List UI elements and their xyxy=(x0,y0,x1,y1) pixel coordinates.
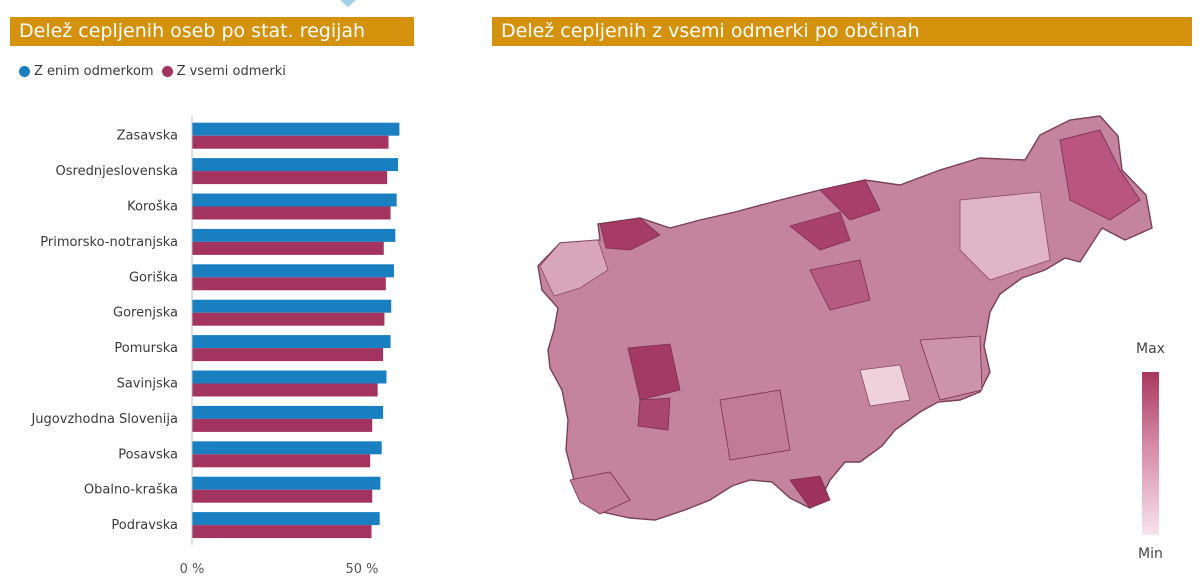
category-label: Pomurska xyxy=(114,341,178,356)
x-tick-label: 50 % xyxy=(345,562,378,577)
bar-one-dose[interactable] xyxy=(192,405,384,419)
municipality-region-east[interactable] xyxy=(1059,129,1141,221)
right-panel-title: Delež cepljenih z vsemi odmerki po občin… xyxy=(492,17,1192,46)
bar-all-doses[interactable] xyxy=(192,525,372,539)
bar-one-dose[interactable] xyxy=(192,193,397,207)
municipality-region-dolenjska[interactable] xyxy=(719,389,791,461)
bar-all-doses[interactable] xyxy=(192,312,385,326)
municipality-region-north[interactable] xyxy=(819,179,881,221)
municipality-region-styria-light[interactable] xyxy=(959,191,1051,281)
municipality-region-kranj-area[interactable] xyxy=(789,211,851,251)
bar-chart-legend: Z enim odmerkom Z vsemi odmerki xyxy=(19,64,294,79)
category-label: Savinjska xyxy=(117,377,178,392)
category-label: Goriška xyxy=(129,270,178,285)
municipality-choropleth-map xyxy=(537,115,1153,521)
municipality-region-pivka[interactable] xyxy=(637,397,671,431)
bar-all-doses[interactable] xyxy=(192,383,378,397)
category-label: Posavska xyxy=(118,447,178,462)
bar-one-dose[interactable] xyxy=(192,228,396,242)
bar-one-dose[interactable] xyxy=(192,122,400,136)
municipality-region-nw-light[interactable] xyxy=(539,239,609,297)
bar-one-dose[interactable] xyxy=(192,264,394,278)
bar-all-doses[interactable] xyxy=(192,135,389,149)
legend-item-one-dose[interactable]: Z enim odmerkom xyxy=(19,64,154,79)
bar-one-dose[interactable] xyxy=(192,370,387,384)
selection-indicator xyxy=(340,0,356,7)
bar-all-doses[interactable] xyxy=(192,348,384,362)
color-scale-min-label: Min xyxy=(1138,546,1163,562)
category-label: Zasavska xyxy=(117,129,178,144)
bar-one-dose[interactable] xyxy=(192,335,391,349)
category-label: Koroška xyxy=(127,200,178,215)
bar-all-doses[interactable] xyxy=(192,418,373,432)
category-label: Primorsko-notranjska xyxy=(40,235,178,250)
bar-all-doses[interactable] xyxy=(192,489,373,503)
legend-label-one-dose: Z enim odmerkom xyxy=(34,64,154,79)
municipality-region-notranjska[interactable] xyxy=(627,343,681,401)
country-outline xyxy=(537,115,1153,521)
municipality-region-posavje[interactable] xyxy=(919,335,983,401)
bar-one-dose[interactable] xyxy=(192,441,382,455)
municipality-regions xyxy=(539,129,1141,515)
bar-all-doses[interactable] xyxy=(192,206,391,220)
municipality-region-coast[interactable] xyxy=(569,471,631,515)
color-scale-bar xyxy=(1142,372,1159,535)
category-label: Jugovzhodna Slovenija xyxy=(30,412,178,427)
category-label: Gorenjska xyxy=(113,306,178,321)
legend-marker-all-doses xyxy=(161,66,173,77)
bar-one-dose[interactable] xyxy=(192,512,380,526)
category-label: Obalno-kraška xyxy=(84,483,178,498)
legend-item-all-doses[interactable]: Z vsemi odmerki xyxy=(161,64,286,79)
slovenia-outline xyxy=(537,115,1153,521)
category-label: Podravska xyxy=(111,518,178,533)
x-tick-label: 0 % xyxy=(180,562,205,577)
bar-all-doses[interactable] xyxy=(192,171,388,185)
legend-marker-one-dose xyxy=(19,66,30,77)
bar-one-dose[interactable] xyxy=(192,476,381,490)
left-panel-title: Delež cepljenih oseb po stat. regijah xyxy=(10,17,414,46)
municipality-region-bovec[interactable] xyxy=(599,217,661,251)
bar-one-dose[interactable] xyxy=(192,299,392,313)
color-scale-max-label: Max xyxy=(1136,341,1165,357)
municipality-region-southeast[interactable] xyxy=(789,475,831,509)
legend-label-all-doses: Z vsemi odmerki xyxy=(176,64,286,79)
bar-all-doses[interactable] xyxy=(192,241,384,255)
bar-all-doses[interactable] xyxy=(192,454,371,468)
category-label: Osrednjeslovenska xyxy=(56,164,178,179)
municipality-region-ljubljana[interactable] xyxy=(809,259,871,311)
municipality-region-center-pale[interactable] xyxy=(859,364,911,407)
region-bar-chart: Zasavska Osrednjeslovenska Koroška Primorsk… xyxy=(30,116,400,577)
bar-all-doses[interactable] xyxy=(192,277,386,291)
bar-one-dose[interactable] xyxy=(192,158,399,172)
